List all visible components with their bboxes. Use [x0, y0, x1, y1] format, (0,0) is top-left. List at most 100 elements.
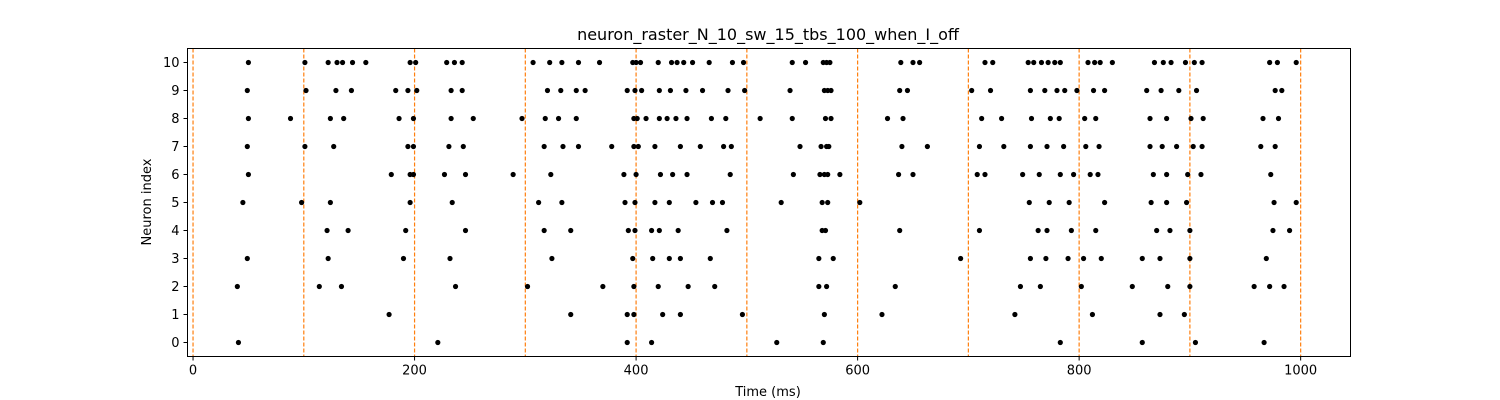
spike-point — [568, 227, 574, 234]
spike-point — [1159, 143, 1165, 150]
spike-point — [668, 59, 675, 66]
spike-point — [632, 227, 638, 234]
spike-point — [655, 283, 661, 290]
spike-point — [789, 59, 795, 66]
spike-point — [1293, 59, 1299, 66]
spike-point — [917, 59, 923, 66]
spike-point — [828, 115, 834, 122]
spike-point — [677, 311, 683, 318]
spike-point — [648, 227, 655, 234]
spike-point — [1200, 115, 1206, 122]
spike-point — [1293, 199, 1299, 206]
y-tick-label: 9 — [171, 84, 179, 99]
spike-point — [689, 59, 696, 66]
spike-point — [1061, 143, 1067, 150]
spike-point — [327, 115, 333, 122]
spike-point — [560, 143, 566, 150]
spike-point — [910, 171, 916, 178]
spike-point — [1147, 143, 1153, 150]
spike-point — [1078, 283, 1084, 290]
spike-point — [451, 59, 458, 66]
spike-point — [448, 115, 454, 122]
spike-point — [240, 199, 246, 206]
spike-point — [333, 87, 339, 94]
spike-point — [441, 171, 448, 178]
spike-point — [575, 143, 582, 150]
spike-point — [459, 59, 465, 66]
spike-point — [403, 227, 409, 234]
spike-point — [624, 311, 630, 318]
spike-point — [449, 199, 455, 206]
spike-point — [1260, 115, 1266, 122]
spike-point — [1027, 255, 1033, 262]
spike-point — [542, 115, 548, 122]
spike-point — [1174, 143, 1180, 150]
spike-point — [1286, 227, 1293, 234]
spike-point — [825, 199, 831, 206]
spike-point — [1198, 171, 1204, 178]
spike-point — [1271, 199, 1277, 206]
spike-point — [245, 115, 252, 122]
spike-point — [827, 59, 833, 66]
y-tick-label: 2 — [171, 280, 179, 295]
spike-point — [724, 227, 730, 234]
spike-point — [1027, 143, 1033, 150]
spike-point — [1056, 115, 1062, 122]
spike-point — [1057, 59, 1063, 66]
spike-point — [664, 115, 670, 122]
spike-point — [470, 115, 476, 122]
spike-point — [990, 59, 996, 66]
spike-point — [559, 59, 565, 66]
spike-point — [677, 143, 683, 150]
spike-point — [787, 87, 793, 94]
spike-point — [582, 87, 588, 94]
spike-point — [778, 199, 784, 206]
spike-point — [1043, 255, 1049, 262]
spike-point — [634, 115, 640, 122]
spike-point — [1129, 283, 1135, 290]
spike-point — [1148, 199, 1154, 206]
spike-point — [982, 171, 988, 178]
spike-point — [1026, 199, 1032, 206]
spike-point — [643, 115, 649, 122]
spike-point — [1154, 227, 1160, 234]
spike-point — [573, 87, 579, 94]
spike-point — [1182, 59, 1189, 66]
spike-point — [600, 283, 606, 290]
spike-point — [244, 87, 250, 94]
spike-point — [1275, 115, 1282, 122]
spike-point — [817, 171, 823, 178]
spike-point — [1192, 339, 1199, 346]
spike-point — [857, 199, 863, 206]
spike-point — [693, 199, 699, 206]
spike-point — [637, 59, 644, 66]
spike-point — [325, 59, 331, 66]
spike-point — [1093, 227, 1099, 234]
spike-point — [904, 87, 911, 94]
spike-point — [325, 255, 331, 262]
spike-point — [1268, 171, 1274, 178]
spike-point — [969, 87, 975, 94]
spike-point — [709, 199, 716, 206]
spike-point — [699, 87, 706, 94]
spike-point — [681, 59, 687, 66]
spike-point — [675, 227, 681, 234]
spike-point — [1164, 115, 1170, 122]
spike-point — [302, 59, 308, 66]
y-tick-label: 1 — [171, 308, 179, 323]
spike-point — [656, 115, 662, 122]
spike-point — [519, 115, 525, 122]
spike-point — [1267, 59, 1273, 66]
spike-point — [677, 255, 683, 262]
spike-point — [544, 87, 551, 94]
spike-point — [1281, 283, 1287, 290]
y-tick-label: 7 — [171, 140, 179, 155]
spike-point — [1066, 199, 1072, 206]
spike-point — [898, 59, 904, 66]
spike-point — [656, 227, 662, 234]
spike-point — [1109, 59, 1115, 66]
spike-point — [1092, 59, 1098, 66]
spike-point — [400, 255, 407, 262]
spike-point — [1139, 255, 1145, 262]
spike-point — [338, 283, 345, 290]
